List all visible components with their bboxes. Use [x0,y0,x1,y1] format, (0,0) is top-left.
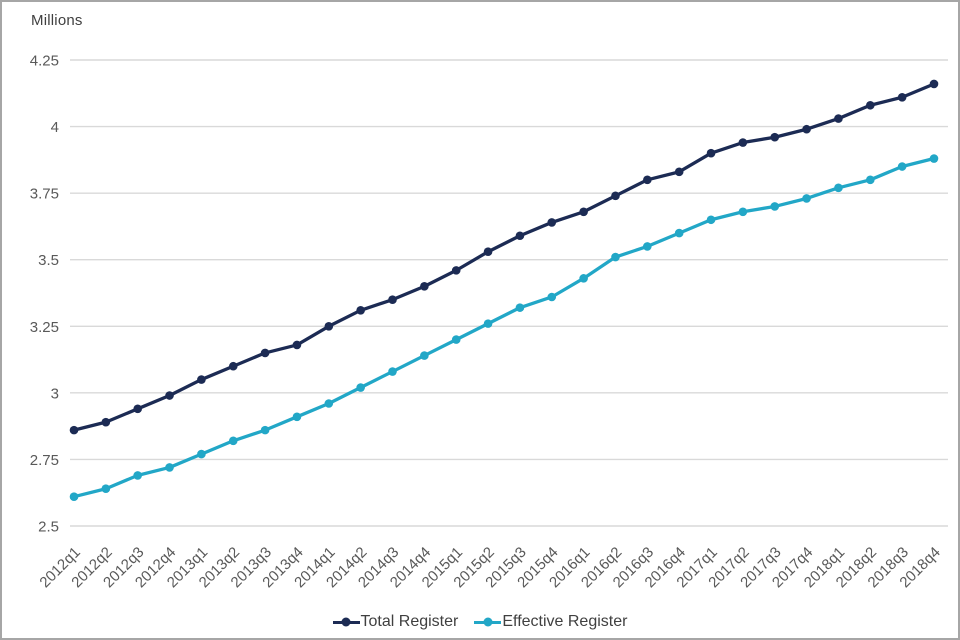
data-point-total-register [388,295,397,304]
data-point-effective-register [451,335,461,344]
data-point-total-register [674,167,684,177]
data-point-effective-register [292,412,302,422]
data-point-effective-register [324,399,334,408]
data-point-total-register [292,340,302,350]
data-point-effective-register [388,367,397,376]
data-point-total-register [69,425,79,435]
data-point-total-register [897,92,907,102]
data-point-effective-register [133,471,143,480]
data-point-total-register [324,321,334,331]
y-tick-label: 3.75 [30,186,59,203]
y-tick-label: 4.25 [30,53,59,70]
y-axis-unit-label: Millions [31,12,83,29]
data-point-effective-register [547,292,557,302]
data-point-total-register [451,266,461,275]
data-point-effective-register [197,449,206,459]
data-point-total-register [165,391,174,400]
data-point-total-register [420,282,429,291]
data-point-total-register [770,132,780,142]
data-point-total-register [643,175,652,185]
legend-label-total-register: Total Register [360,613,459,630]
legend-item-effective-register: Effective Register [474,613,627,631]
data-point-total-register [356,306,365,315]
data-point-total-register [547,218,557,227]
effective-register-legend-marker-icon [474,620,502,624]
data-point-total-register [706,148,716,158]
data-point-total-register [865,100,875,110]
data-point-total-register [197,375,206,384]
data-point-effective-register [643,242,652,251]
data-point-total-register [579,207,588,217]
data-point-effective-register [69,492,79,502]
data-point-total-register [929,79,939,89]
data-point-effective-register [802,194,811,203]
data-point-total-register [228,361,238,371]
y-tick-label: 4 [51,119,59,136]
data-point-total-register [133,404,143,414]
series-line-total-register [72,82,936,432]
chart-legend: Total Register Effective Register [2,613,958,631]
data-point-effective-register [674,228,684,238]
data-point-effective-register [165,463,174,472]
data-point-total-register [101,417,111,427]
data-point-total-register [834,114,843,123]
data-point-effective-register [929,154,939,163]
y-tick-label: 2.5 [38,519,59,536]
data-point-effective-register [515,303,525,312]
data-point-effective-register [420,351,429,360]
data-point-effective-register [483,319,493,328]
data-point-effective-register [356,383,365,392]
data-point-total-register [802,124,811,134]
data-point-effective-register [834,183,843,193]
data-point-effective-register [101,484,111,494]
data-point-total-register [260,348,270,358]
y-tick-label: 3.5 [38,252,59,269]
y-tick-label: 3 [51,385,59,402]
data-point-effective-register [611,252,620,262]
y-tick-label: 3.25 [30,319,59,336]
data-point-total-register [515,231,525,241]
data-point-total-register [611,191,620,201]
data-point-effective-register [865,175,875,185]
chart-canvas: 4.2543.753.53.2532.752.52012q12012q22012… [30,53,948,591]
data-point-effective-register [770,202,780,211]
data-point-total-register [738,138,748,147]
data-point-effective-register [897,162,907,171]
legend-label-effective-register: Effective Register [502,613,628,630]
data-point-effective-register [228,436,238,446]
series-line-effective-register [72,156,936,499]
total-register-legend-marker-icon [332,620,360,624]
y-tick-label: 2.75 [30,452,59,469]
data-point-total-register [483,247,493,257]
data-point-effective-register [706,215,716,225]
data-point-effective-register [260,425,270,435]
legend-item-total-register: Total Register [332,613,459,631]
data-point-effective-register [738,207,748,217]
data-point-effective-register [579,274,588,283]
